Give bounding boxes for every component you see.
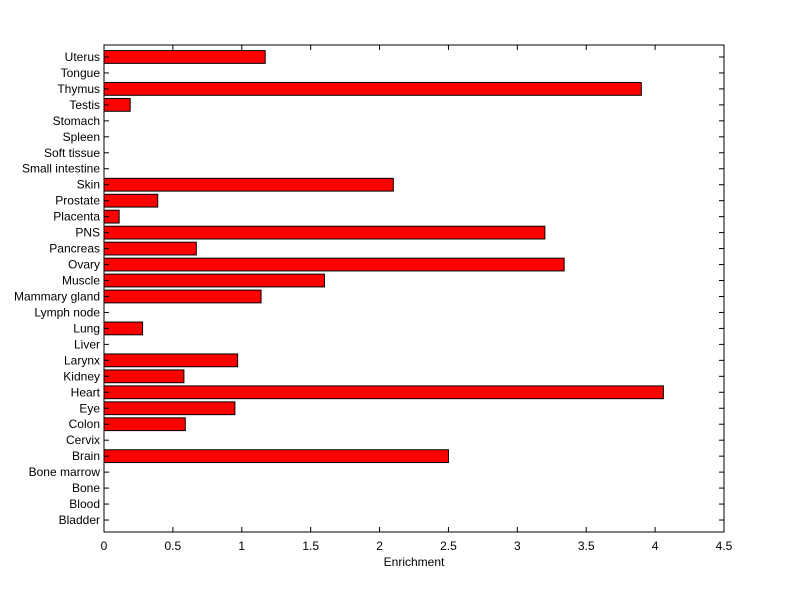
x-tick-label: 4 xyxy=(652,539,659,553)
x-tick-label: 3 xyxy=(514,539,521,553)
y-tick-label: Kidney xyxy=(63,369,100,383)
y-tick-label: Ovary xyxy=(68,258,100,272)
y-axis: Bladder Blood Bone Bone marrow Brain Cervix Co… xyxy=(14,50,724,527)
bar-muscle xyxy=(103,273,325,288)
bar-kidney xyxy=(103,369,185,384)
bar-heart xyxy=(103,385,664,400)
y-tick-label: Mammary gland xyxy=(14,289,100,303)
bar-larynx xyxy=(103,353,239,368)
y-tick-label: Bone marrow xyxy=(29,465,101,479)
y-tick-label: Placenta xyxy=(53,210,100,224)
y-tick-label: Stomach xyxy=(53,114,100,128)
y-tick-label: Pancreas xyxy=(49,242,100,256)
y-tick-label: Colon xyxy=(69,417,100,431)
bar-skin xyxy=(103,177,394,192)
y-tick-label: Brain xyxy=(72,449,100,463)
bar-pns xyxy=(103,225,546,240)
x-tick-label: 3.5 xyxy=(578,539,595,553)
y-tick-label: Eye xyxy=(79,401,100,415)
x-axis-label: Enrichment xyxy=(384,555,445,569)
bar-lung xyxy=(103,321,144,336)
bar-thymus xyxy=(103,82,642,96)
bar-mammary-gland xyxy=(103,289,262,304)
x-tick-label: 1.5 xyxy=(302,539,319,553)
x-tick-label: 0 xyxy=(101,539,108,553)
y-tick-label: Thymus xyxy=(57,82,100,96)
bar-uterus xyxy=(103,50,266,64)
x-tick-label: 0.5 xyxy=(165,539,182,553)
y-tick-label: Lymph node xyxy=(34,305,100,319)
y-tick-label: PNS xyxy=(75,226,100,240)
y-tick-label: Bone xyxy=(72,481,100,495)
y-tick-label: Skin xyxy=(77,178,100,192)
y-tick-label: Tongue xyxy=(61,66,101,80)
x-tick-label: 2.5 xyxy=(440,539,457,553)
bar-prostate xyxy=(103,193,159,208)
bar-eye xyxy=(103,401,236,416)
y-tick-label: Small intestine xyxy=(22,162,100,176)
y-tick-label: Larynx xyxy=(64,353,100,367)
y-tick-label: Prostate xyxy=(55,194,100,208)
y-tick-label: Spleen xyxy=(63,130,100,144)
y-tick-label: Blood xyxy=(69,497,100,511)
y-tick-label: Cervix xyxy=(66,433,100,447)
y-tick-label: Heart xyxy=(71,385,101,399)
y-tick-label: Muscle xyxy=(62,274,100,288)
x-tick-label: 1 xyxy=(238,539,245,553)
bar-colon xyxy=(103,417,186,432)
bar-pancreas xyxy=(103,241,197,256)
plot-frame xyxy=(103,44,725,533)
y-tick-label: Uterus xyxy=(65,50,100,64)
y-tick-label: Soft tissue xyxy=(44,146,100,160)
y-tick-label: Liver xyxy=(74,337,100,351)
x-tick-label: 2 xyxy=(376,539,383,553)
y-tick-label: Bladder xyxy=(59,513,100,527)
y-tick-label: Lung xyxy=(73,321,100,335)
x-tick-label: 4.5 xyxy=(716,539,733,553)
x-axis: 0 0.5 1 1.5 2 2.5 3 3.5 4 4.5 xyxy=(101,45,733,553)
bar-brain xyxy=(103,449,449,464)
y-tick-label: Testis xyxy=(69,98,100,112)
bars-group xyxy=(103,50,664,464)
bar-ovary xyxy=(103,257,565,272)
